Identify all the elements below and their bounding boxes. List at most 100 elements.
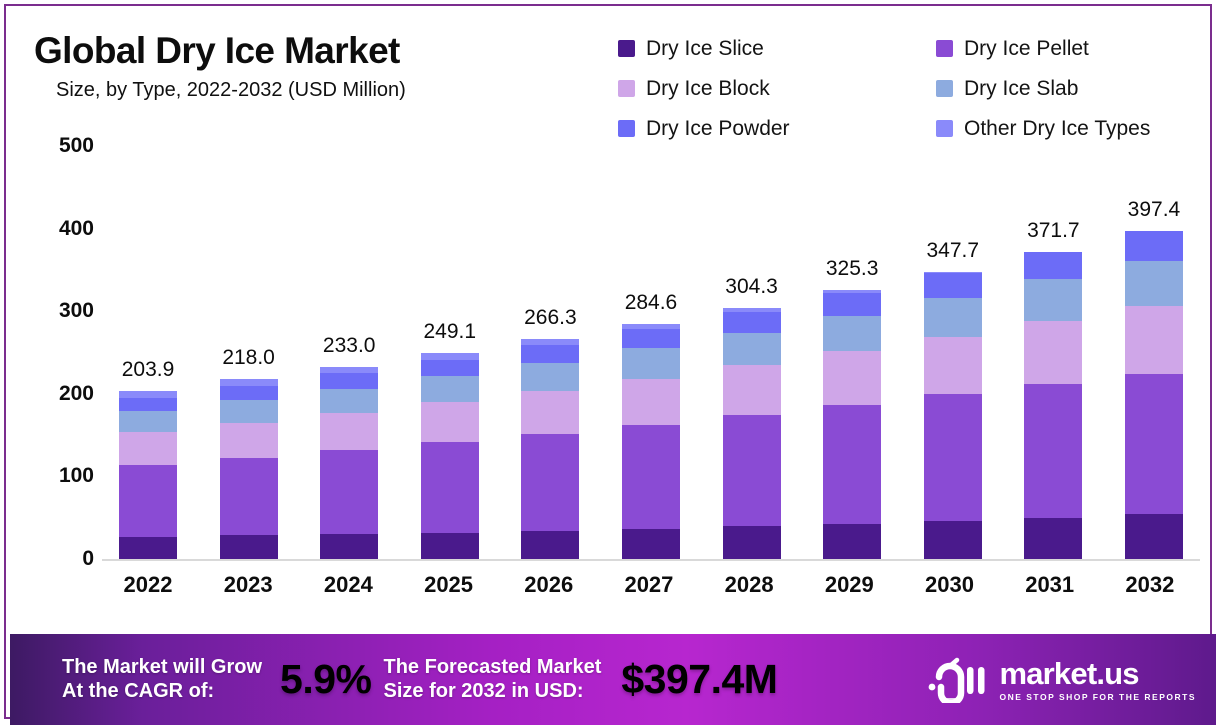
stacked-bar[interactable] <box>722 307 781 559</box>
bar-segment[interactable] <box>823 290 882 294</box>
bar-segment[interactable] <box>320 412 379 451</box>
bar-segment[interactable] <box>1124 260 1183 307</box>
bar-segment[interactable] <box>923 520 982 559</box>
bar-segment[interactable] <box>119 411 177 433</box>
bar-segment[interactable] <box>420 532 479 559</box>
bar-segment[interactable] <box>823 523 882 559</box>
bar-segment[interactable] <box>1024 383 1083 518</box>
bar-group[interactable]: 347.7 <box>907 126 999 566</box>
bar-segment[interactable] <box>521 345 580 363</box>
bar-segment[interactable] <box>722 311 781 333</box>
stacked-bar[interactable] <box>521 339 580 559</box>
bar-segment[interactable] <box>219 422 278 458</box>
bar-segment[interactable] <box>521 339 580 346</box>
bar-group[interactable]: 397.4 <box>1108 126 1200 566</box>
bar-segment[interactable] <box>722 307 781 312</box>
bar-segment[interactable] <box>1024 279 1083 322</box>
bar-segment[interactable] <box>923 273 982 299</box>
bar-group[interactable]: 203.9 <box>102 126 194 566</box>
bar-segment[interactable] <box>320 450 379 535</box>
bar-segment[interactable] <box>521 530 580 559</box>
bar-segment[interactable] <box>1024 321 1083 384</box>
bar-segment[interactable] <box>621 323 680 330</box>
bar-segment[interactable] <box>621 378 680 425</box>
bar-segment[interactable] <box>722 365 781 415</box>
bar-segment[interactable] <box>823 316 882 352</box>
bar-segment[interactable] <box>722 526 781 559</box>
cagr-caption-line1: The Market will Grow <box>62 656 263 679</box>
bar-segment[interactable] <box>722 414 781 527</box>
bar-group[interactable]: 233.0 <box>303 126 395 566</box>
legend-swatch-icon <box>936 119 953 137</box>
bar-group[interactable]: 266.3 <box>504 126 596 566</box>
stacked-bar[interactable] <box>420 353 479 559</box>
bar-group[interactable]: 325.3 <box>806 126 898 566</box>
bar-segment[interactable] <box>923 271 982 274</box>
bar-segment[interactable] <box>420 360 479 377</box>
bar-segment[interactable] <box>219 535 278 559</box>
stacked-bar[interactable] <box>923 271 982 559</box>
legend-item[interactable]: Dry Ice Block <box>618 78 936 99</box>
bar-segment[interactable] <box>823 293 882 317</box>
bar-segment[interactable] <box>420 442 479 533</box>
legend-item[interactable]: Dry Ice Pellet <box>936 38 1204 59</box>
bar-segment[interactable] <box>119 432 177 465</box>
stacked-bar[interactable] <box>219 378 278 559</box>
bar-segment[interactable] <box>119 398 177 412</box>
bar-segment[interactable] <box>219 457 278 536</box>
bar-value-label: 284.6 <box>624 290 678 314</box>
bar-segment[interactable] <box>923 336 982 395</box>
legend-item[interactable]: Dry Ice Slice <box>618 38 936 59</box>
bar-segment[interactable] <box>320 373 379 389</box>
bar-value-label: 203.9 <box>121 357 175 381</box>
bar-segment[interactable] <box>420 376 479 403</box>
bar-segment[interactable] <box>521 390 580 434</box>
bar-segment[interactable] <box>1024 252 1083 280</box>
bar-segment[interactable] <box>823 351 882 405</box>
bar-segment[interactable] <box>119 536 177 559</box>
bar-segment[interactable] <box>219 400 278 423</box>
bar-group[interactable]: 249.1 <box>404 126 496 566</box>
bar-segment[interactable] <box>923 394 982 521</box>
bar-segment[interactable] <box>621 528 680 559</box>
bar-segment[interactable] <box>219 386 278 401</box>
bar-segment[interactable] <box>823 404 882 524</box>
bar-segment[interactable] <box>119 390 177 399</box>
bar-segment[interactable] <box>320 388 379 413</box>
bar-group[interactable]: 304.3 <box>706 126 798 566</box>
x-axis-tick-label: 2022 <box>123 572 173 597</box>
bar-segment[interactable] <box>521 362 580 391</box>
bar-segment[interactable] <box>1124 373 1183 515</box>
stacked-bar[interactable] <box>1124 230 1183 559</box>
bar-segment[interactable] <box>621 348 680 379</box>
bar-segment[interactable] <box>320 366 379 374</box>
stacked-bar[interactable] <box>1024 252 1083 559</box>
bar-segment[interactable] <box>722 332 781 366</box>
bar-segment[interactable] <box>119 464 177 537</box>
bar-segment[interactable] <box>1124 306 1183 374</box>
bar-group[interactable]: 371.7 <box>1007 126 1099 566</box>
bar-segment[interactable] <box>420 402 479 443</box>
bar-segment[interactable] <box>320 534 379 559</box>
bar-segment[interactable] <box>621 329 680 349</box>
bar-segment[interactable] <box>521 433 580 531</box>
legend-item[interactable]: Other Dry Ice Types <box>936 118 1204 139</box>
bar-segment[interactable] <box>1124 514 1183 559</box>
legend-item-label: Dry Ice Powder <box>646 116 790 140</box>
bar-segment[interactable] <box>1024 517 1083 559</box>
legend-item[interactable]: Dry Ice Slab <box>936 78 1204 99</box>
bar-segment[interactable] <box>621 424 680 529</box>
bar-group[interactable]: 218.0 <box>203 126 295 566</box>
bar-value-label: 233.0 <box>322 333 376 357</box>
bar-segment[interactable] <box>219 378 278 387</box>
bar-segment[interactable] <box>1124 230 1183 261</box>
stacked-bar[interactable] <box>823 290 882 559</box>
stacked-bar[interactable] <box>621 323 680 559</box>
bar-group[interactable]: 284.6 <box>605 126 697 566</box>
bar-segment[interactable] <box>923 298 982 337</box>
bar-segment[interactable] <box>420 353 479 360</box>
legend-item[interactable]: Dry Ice Powder <box>618 118 936 139</box>
stacked-bar[interactable] <box>320 366 379 559</box>
stacked-bar[interactable] <box>119 390 177 559</box>
